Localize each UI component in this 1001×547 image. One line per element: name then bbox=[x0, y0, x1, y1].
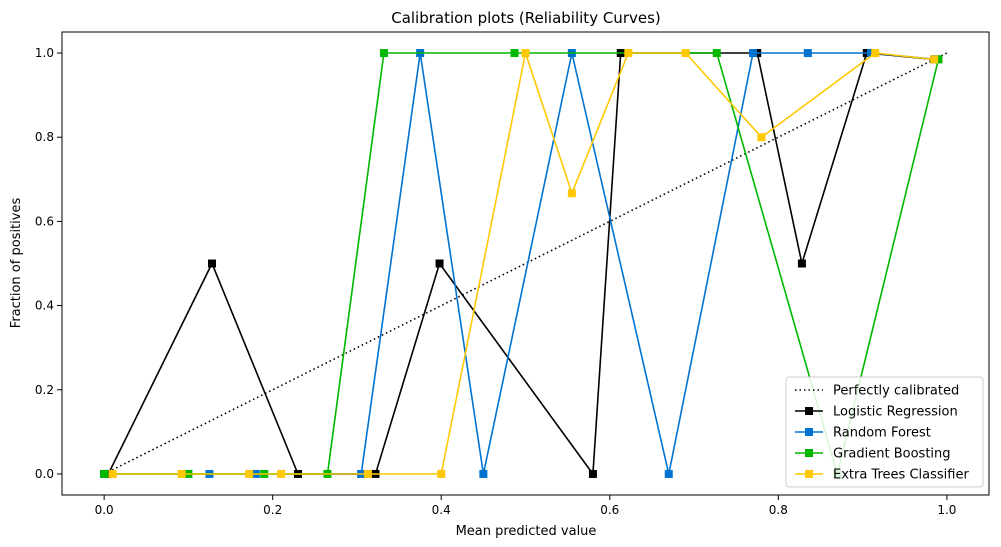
series-extra-trees-classifier bbox=[108, 49, 939, 478]
series-layer bbox=[100, 49, 948, 478]
data-point bbox=[934, 55, 943, 64]
legend-marker bbox=[805, 407, 813, 415]
data-point bbox=[567, 189, 576, 198]
data-point bbox=[435, 259, 444, 268]
data-point bbox=[510, 49, 519, 58]
plot-area: 0.0 0.2 0.4 0.6 0.8 1.0 0.0 0.2 0.4 0.6 0.8 1.0 bbox=[35, 31, 990, 517]
data-point bbox=[379, 49, 388, 58]
data-point bbox=[624, 49, 633, 58]
plot-frame bbox=[61, 31, 990, 496]
y-tick-label: 0.8 bbox=[35, 130, 54, 144]
data-point bbox=[277, 469, 286, 478]
y-tick-label: 0.0 bbox=[35, 467, 54, 481]
data-point bbox=[712, 49, 721, 58]
x-tick-label: 0.4 bbox=[432, 503, 451, 517]
legend-box bbox=[785, 376, 984, 488]
data-point bbox=[930, 55, 939, 64]
x-tick-label: 0.6 bbox=[600, 503, 619, 517]
data-point bbox=[479, 469, 488, 478]
y-axis-ticks: 0.0 0.2 0.4 0.6 0.8 1.0 bbox=[35, 46, 62, 481]
data-point bbox=[871, 49, 880, 58]
data-point bbox=[681, 49, 690, 58]
data-point bbox=[245, 469, 254, 478]
y-tick-label: 1.0 bbox=[35, 46, 54, 60]
y-axis-label: Fraction of positives bbox=[9, 198, 24, 329]
y-tick-label: 0.4 bbox=[35, 299, 54, 313]
legend-marker bbox=[805, 470, 813, 478]
data-point bbox=[521, 49, 530, 58]
y-tick-label: 0.6 bbox=[35, 214, 54, 228]
x-tick-label: 0.0 bbox=[95, 503, 114, 517]
data-point bbox=[108, 469, 117, 478]
legend-label: Random Forest bbox=[833, 426, 931, 441]
legend: Perfectly calibrated Logistic Regression R… bbox=[785, 376, 984, 488]
x-tick-label: 1.0 bbox=[937, 503, 956, 517]
data-point bbox=[208, 259, 217, 268]
y-tick-label: 0.2 bbox=[35, 383, 54, 397]
data-point bbox=[363, 469, 372, 478]
data-point bbox=[588, 469, 597, 478]
legend-marker bbox=[805, 428, 813, 436]
x-axis-label: Mean predicted value bbox=[456, 524, 597, 539]
data-point bbox=[867, 49, 876, 58]
data-point bbox=[177, 469, 186, 478]
data-point bbox=[797, 259, 806, 268]
data-point bbox=[749, 49, 758, 58]
data-point bbox=[437, 469, 446, 478]
legend-label: Extra Trees Classifier bbox=[833, 468, 969, 483]
data-point bbox=[100, 469, 109, 478]
legend-label: Perfectly calibrated bbox=[833, 384, 959, 399]
x-tick-label: 0.2 bbox=[263, 503, 282, 517]
legend-label: Gradient Boosting bbox=[833, 447, 951, 462]
chart-title: Calibration plots (Reliability Curves) bbox=[391, 9, 661, 27]
x-tick-label: 0.8 bbox=[769, 503, 788, 517]
data-point bbox=[757, 133, 766, 142]
legend-label: Logistic Regression bbox=[833, 405, 958, 420]
legend-marker bbox=[805, 449, 813, 457]
data-point bbox=[803, 49, 812, 58]
data-point bbox=[664, 469, 673, 478]
x-axis-ticks: 0.0 0.2 0.4 0.6 0.8 1.0 bbox=[95, 495, 956, 517]
